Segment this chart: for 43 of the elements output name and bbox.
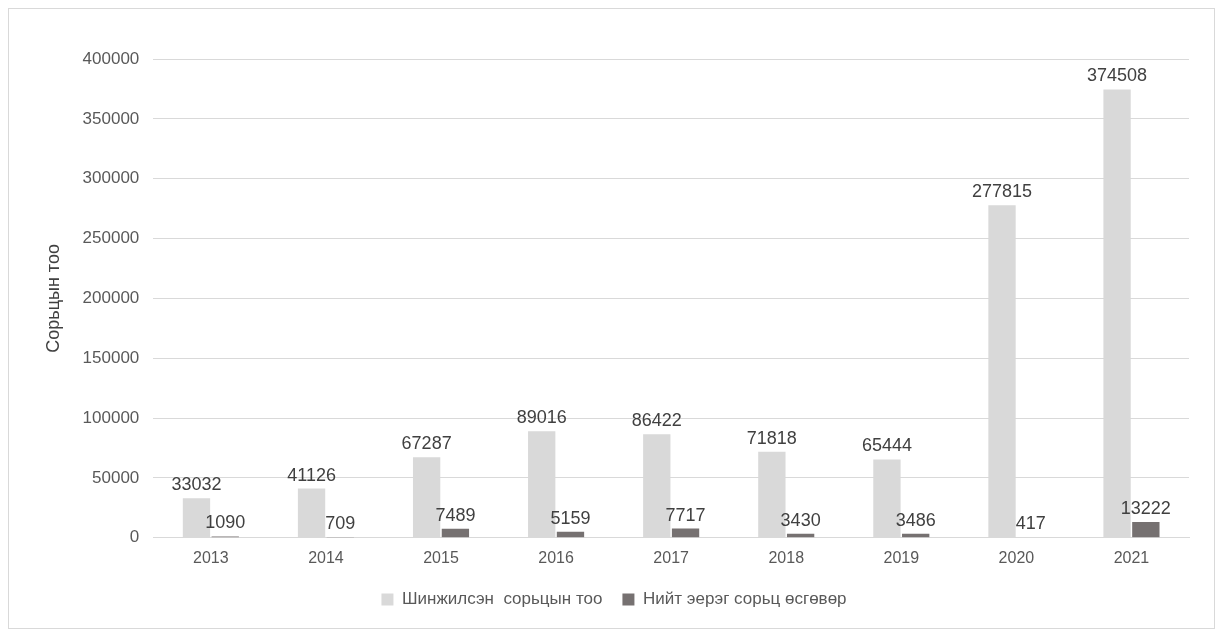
data-label: 374508 (1087, 65, 1148, 86)
y-tick-label: 200000 (82, 288, 140, 308)
data-label: 13222 (1120, 497, 1171, 518)
data-label: 5159 (550, 507, 591, 528)
y-axis-title: Сорьцын тоо (42, 244, 63, 353)
bar (1132, 521, 1160, 538)
x-tick-label: 2014 (308, 548, 344, 566)
x-tick-label: 2016 (538, 548, 574, 566)
legend-label: Нийт эерэг сорьц өсгөвөр (642, 589, 847, 609)
y-tick-label: 350000 (82, 108, 140, 128)
y-tick-label: 150000 (82, 347, 140, 367)
data-label: 71818 (746, 427, 797, 448)
legend-label: Шинжилсэн сорьцын тоо (401, 589, 603, 609)
y-tick-label: 300000 (82, 168, 140, 188)
data-label: 3430 (780, 509, 821, 530)
data-label: 33032 (171, 474, 222, 495)
data-label: 1090 (205, 512, 246, 533)
y-tick-label: 250000 (82, 228, 140, 248)
x-tick-label: 2019 (883, 548, 920, 566)
x-tick-label: 2013 (193, 548, 229, 566)
data-label: 709 (325, 512, 356, 533)
y-tick-label: 50000 (92, 467, 140, 487)
y-tick-label: 400000 (82, 48, 140, 68)
data-label: 67287 (401, 433, 452, 454)
data-label: 41126 (287, 464, 336, 485)
data-label: 7489 (435, 504, 476, 525)
data-label: 89016 (516, 407, 567, 428)
x-tick-label: 2020 (998, 548, 1035, 566)
y-tick-label: 100000 (82, 407, 140, 427)
data-label: 417 (1015, 513, 1046, 534)
bar (297, 488, 326, 538)
data-label: 86422 (631, 410, 682, 431)
data-label: 65444 (861, 435, 912, 456)
x-tick-label: 2015 (423, 548, 459, 566)
x-tick-label: 2018 (768, 548, 805, 566)
data-label: 3486 (895, 509, 936, 530)
data-label: 277815 (971, 181, 1033, 202)
x-tick-label: 2017 (653, 548, 690, 566)
x-tick-label: 2021 (1113, 548, 1150, 566)
bar (441, 528, 470, 538)
bar (671, 528, 700, 538)
y-tick-label: 0 (129, 527, 140, 547)
data-label: 7717 (665, 504, 706, 525)
